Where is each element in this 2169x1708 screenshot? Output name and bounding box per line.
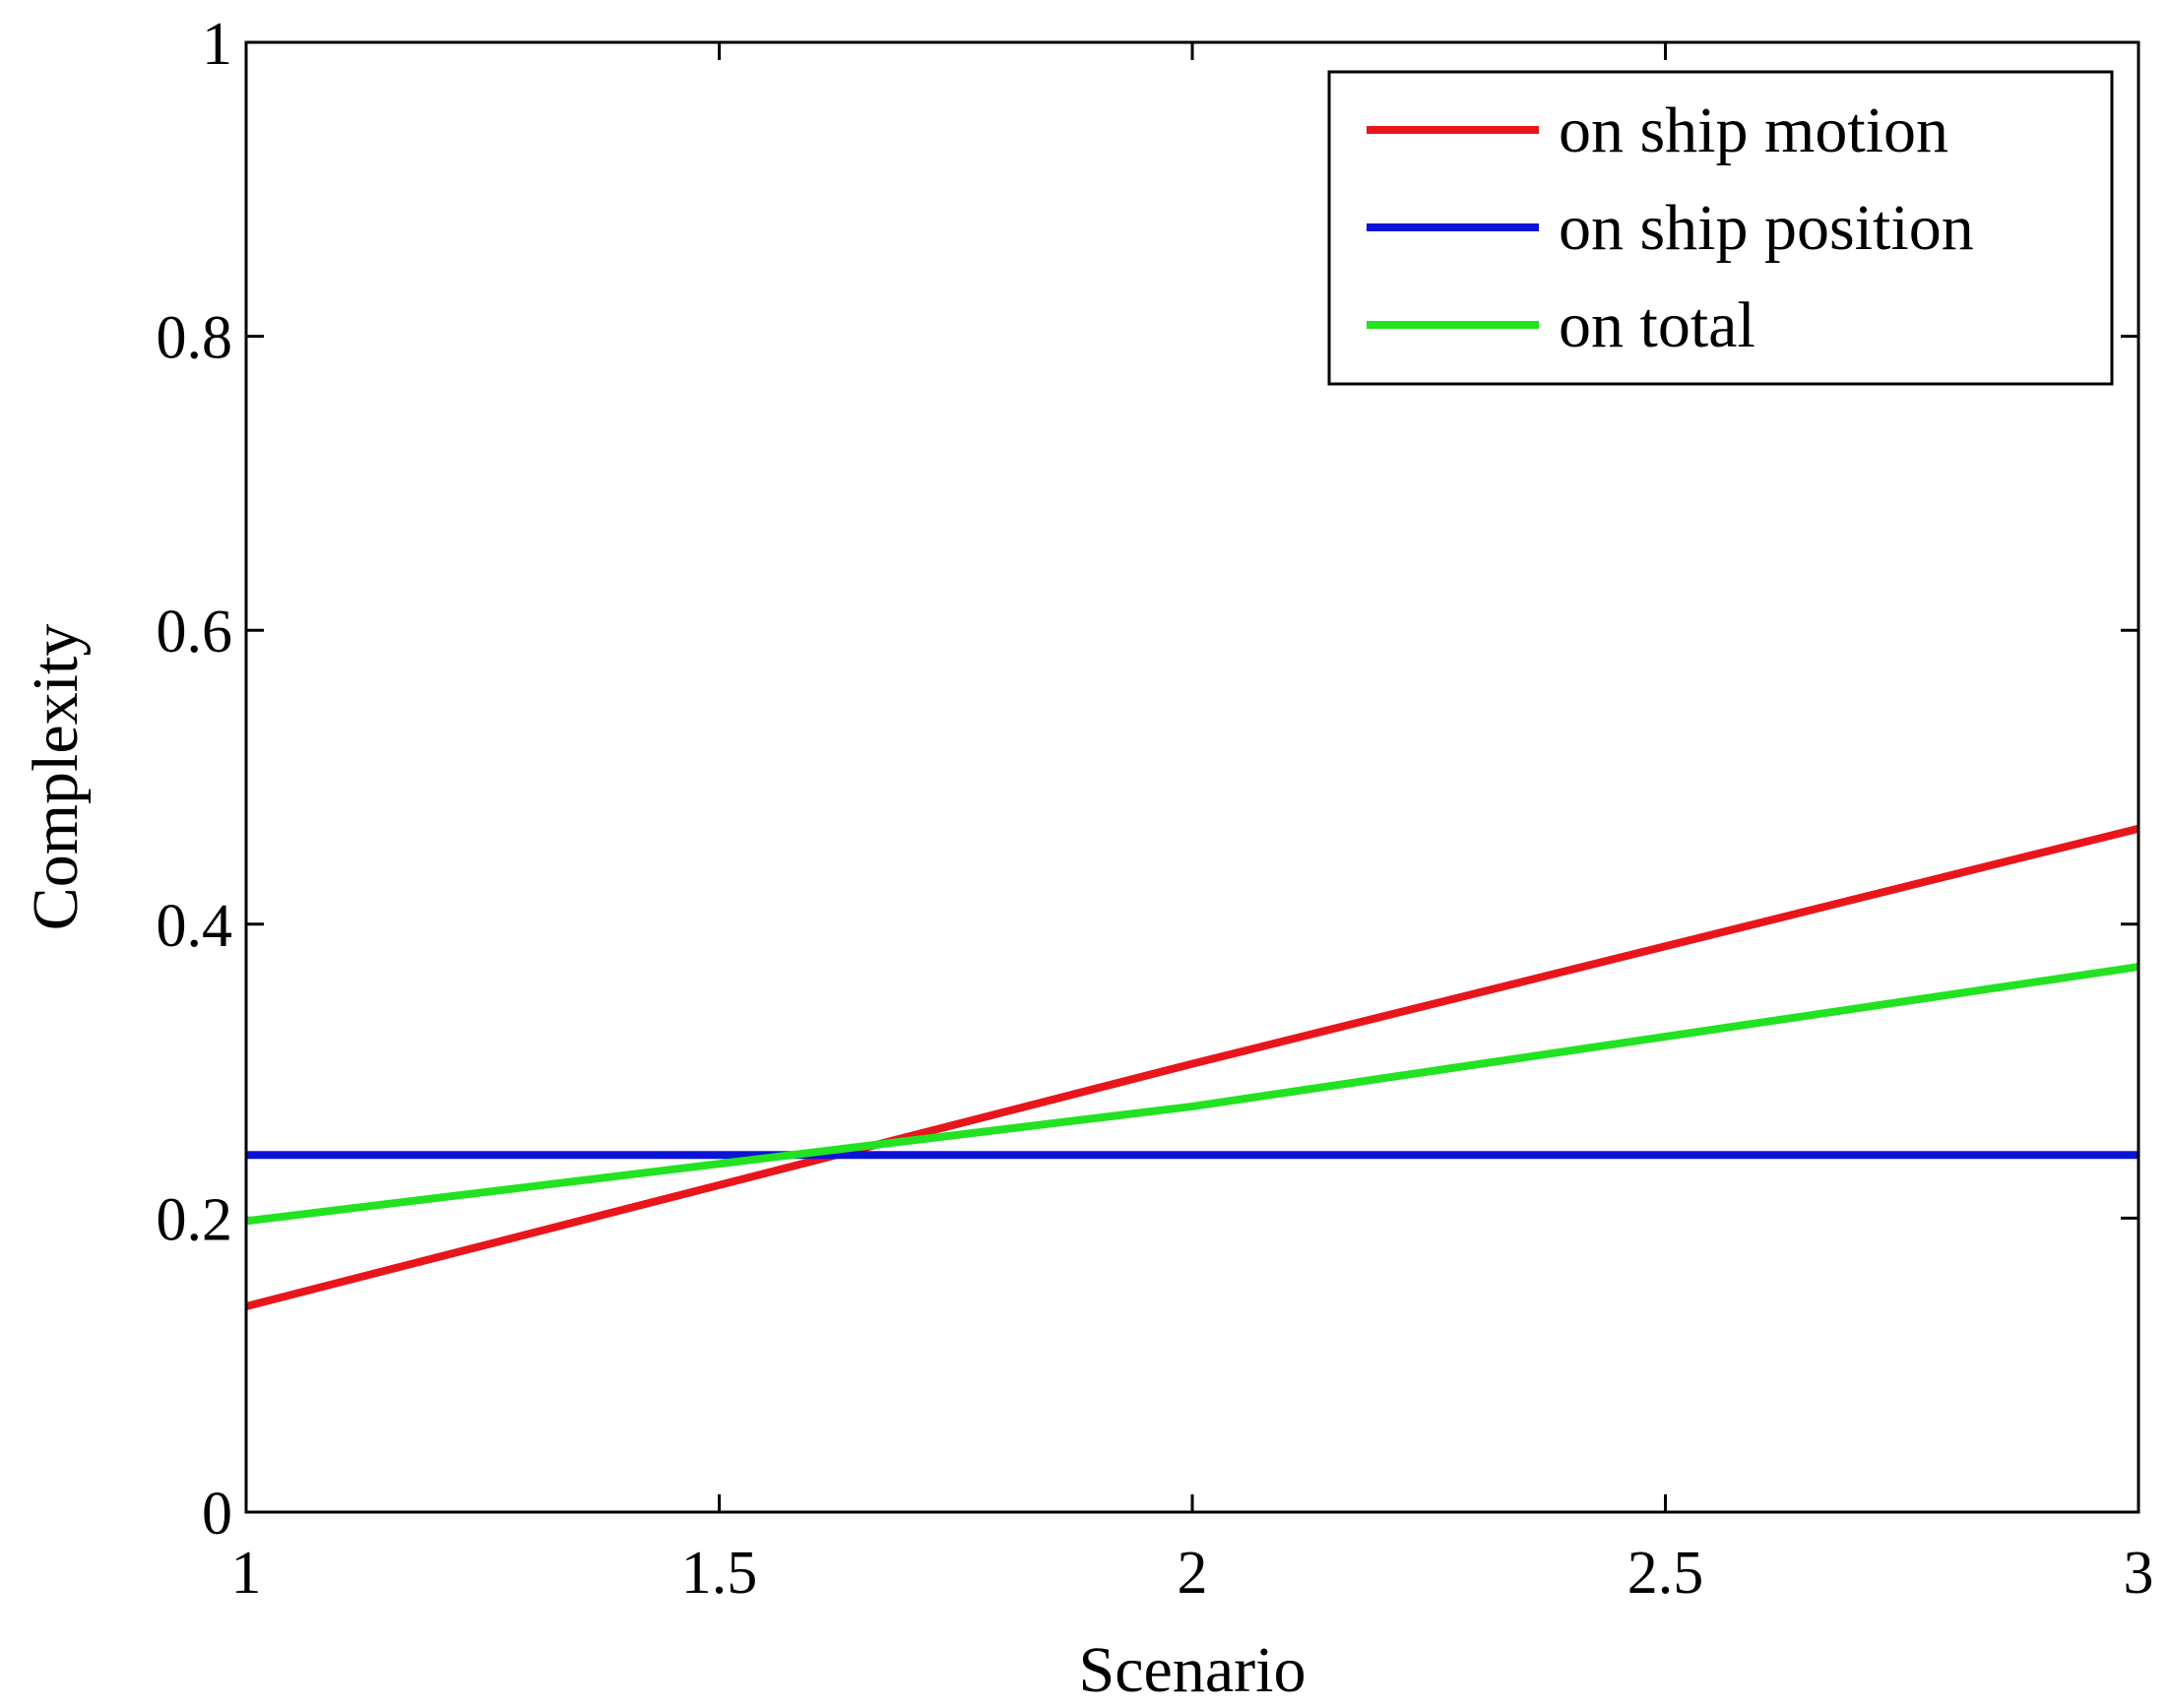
plot-area-frame: [244, 40, 2140, 1514]
y-tick-label: 0.2: [157, 1186, 233, 1253]
x-tick-label: 2: [1178, 1540, 1208, 1607]
x-axis-label: Scenario: [1079, 1634, 1307, 1706]
legend-label-3: on total: [1559, 289, 1755, 361]
y-axis-label: Complexity: [20, 624, 92, 931]
y-tick-label: 1: [202, 11, 232, 78]
series-line-1: [245, 824, 2139, 1310]
x-tick-label: 3: [2124, 1540, 2154, 1607]
y-tick-label: 0: [202, 1481, 232, 1548]
legend-label-2: on ship position: [1559, 192, 1974, 264]
legend-label-1: on ship motion: [1559, 95, 1948, 166]
x-tick-label: 1: [231, 1540, 262, 1607]
series-layer: [245, 824, 2139, 1310]
y-tick-label: 0.8: [157, 305, 233, 372]
series-line-3: [245, 963, 2139, 1226]
x-tick-label: 1.5: [681, 1540, 758, 1607]
legend: on ship motion on ship position on total: [1327, 70, 2114, 386]
x-tick-label: 2.5: [1627, 1540, 1704, 1607]
y-tick-label: 0.4: [157, 893, 233, 960]
tick-labels-layer: 1 1.5 2 2.5 3 0 0.2 0.4 0.6 0.8 1: [157, 11, 2154, 1607]
y-tick-label: 0.6: [157, 599, 233, 665]
